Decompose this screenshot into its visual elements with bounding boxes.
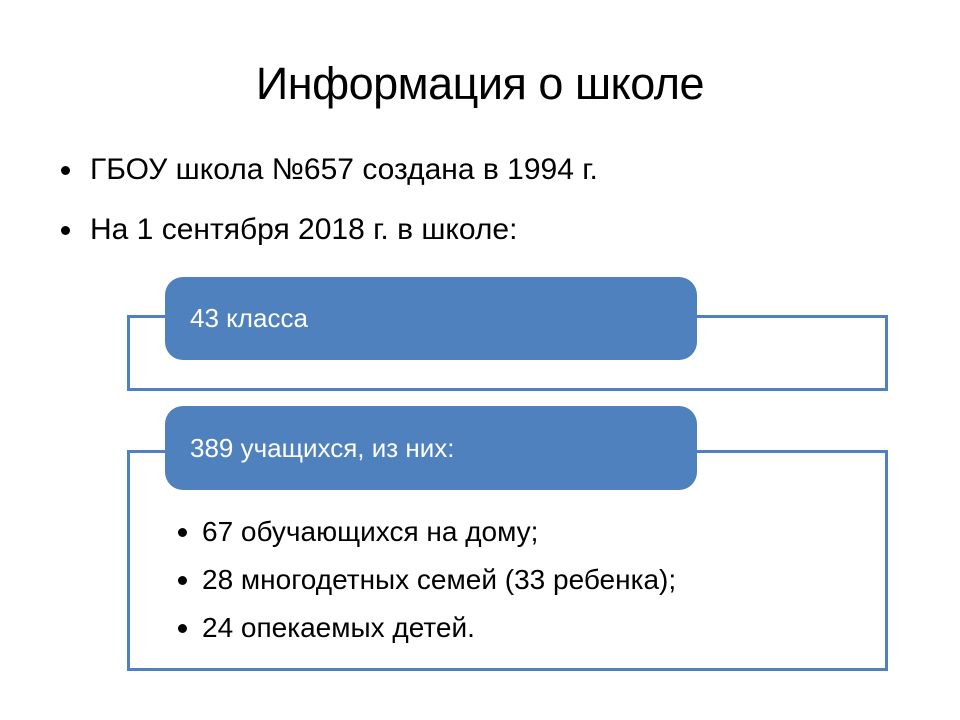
bullet-item: ГБОУ школа №657 создана в 1994 г. bbox=[61, 150, 598, 190]
diagram-header-box: 43 класса bbox=[165, 277, 697, 360]
bullet-text: На 1 сентября 2018 г. в школе: bbox=[90, 213, 518, 246]
list-item-text: 67 обучающихся на дому; bbox=[202, 516, 539, 547]
diagram-header-text: 43 класса bbox=[190, 303, 308, 333]
bullet-icon bbox=[61, 225, 70, 235]
list-item-text: 28 многодетных семей (33 ребенка); bbox=[202, 564, 677, 595]
diagram-sub-list: 67 обучающихся на дому; 28 многодетных с… bbox=[178, 508, 676, 652]
diagram-header-text: 389 учащихся, из них: bbox=[190, 432, 455, 463]
list-item: 28 многодетных семей (33 ребенка); bbox=[178, 556, 676, 604]
bullet-icon bbox=[178, 623, 187, 633]
bullet-icon bbox=[178, 527, 187, 537]
bullet-icon bbox=[61, 165, 70, 175]
bullet-text: ГБОУ школа №657 создана в 1994 г. bbox=[90, 153, 598, 186]
diagram-header-box: 389 учащихся, из них: bbox=[165, 406, 697, 490]
list-item-text: 24 опекаемых детей. bbox=[202, 612, 475, 643]
bullet-icon bbox=[178, 575, 187, 585]
slide-title: Информация о школе bbox=[255, 58, 705, 109]
list-item: 24 опекаемых детей. bbox=[178, 604, 676, 652]
bullet-item: На 1 сентября 2018 г. в школе: bbox=[61, 210, 517, 250]
list-item: 67 обучающихся на дому; bbox=[178, 508, 676, 556]
